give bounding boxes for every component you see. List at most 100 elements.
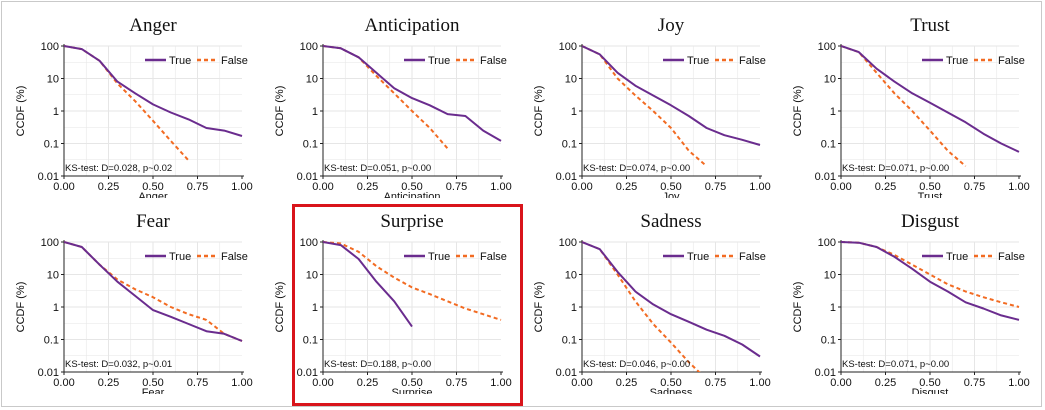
x-tick-label: 0.00 — [312, 181, 333, 193]
y-tick-label: 0.1 — [562, 139, 577, 151]
x-tick-label: 0.50 — [660, 377, 681, 389]
x-tick-label: 0.00 — [53, 377, 74, 389]
x-tick-label: 0.75 — [187, 377, 208, 389]
x-tick-label: 1.00 — [749, 181, 770, 193]
y-axis-label: CCDF (%) — [792, 282, 804, 333]
y-tick-label: 0.1 — [821, 139, 836, 151]
y-tick-label: 1 — [830, 106, 836, 118]
x-tick-label: 0.75 — [705, 181, 726, 193]
y-tick-label: 100 — [41, 41, 59, 53]
x-tick-label: 1.00 — [1008, 181, 1029, 193]
x-tick-label: 0.50 — [401, 181, 422, 193]
chart-panel: Fear 0.00 0.25 0.50 0.75 1.00 0.01 0.1 1 10 100 Fea… — [15, 211, 253, 394]
x-tick-label: 0.25 — [98, 377, 119, 389]
x-axis-label: Joy — [662, 191, 680, 198]
legend-true-label: True — [428, 251, 450, 263]
x-tick-label: 1.00 — [1008, 377, 1029, 389]
y-tick-label: 1 — [53, 302, 59, 314]
legend-true-label: True — [946, 251, 968, 263]
y-tick-label: 0.1 — [821, 335, 836, 347]
y-tick-label: 100 — [818, 237, 836, 249]
legend-false-label: False — [480, 251, 507, 263]
y-tick-label: 100 — [559, 237, 577, 249]
series-true-line — [64, 241, 243, 342]
chart-panel: Trust 0.00 0.25 0.50 0.75 1.00 0.01 0.1 1 10 100 Tr… — [792, 15, 1030, 198]
y-tick-label: 10 — [824, 74, 836, 86]
y-tick-label: 0.01 — [297, 171, 318, 183]
y-tick-label: 0.1 — [303, 139, 318, 151]
chart-panel: Surprise 0.00 0.25 0.50 0.75 1.00 0.01 0.1 1 10 10… — [274, 211, 512, 394]
y-tick-label: 0.01 — [297, 367, 318, 379]
legend-true-label: True — [946, 55, 968, 67]
y-tick-label: 1 — [830, 302, 836, 314]
x-tick-label: 0.75 — [187, 181, 208, 193]
y-tick-label: 10 — [47, 74, 59, 86]
legend-true-label: True — [169, 251, 191, 263]
legend-false-label: False — [221, 251, 248, 263]
y-tick-label: 10 — [306, 74, 318, 86]
chart-title: Anticipation — [365, 15, 460, 36]
x-axis-label: Sadness — [650, 387, 693, 394]
ks-test-annotation: KS-test: D=0.071, p~0.00 — [842, 163, 949, 174]
y-tick-label: 10 — [306, 270, 318, 282]
chart-panel: Sadness 0.00 0.25 0.50 0.75 1.00 0.01 0.1 1 10 100… — [533, 211, 771, 394]
x-tick-label: 0.75 — [446, 181, 467, 193]
x-axis-label: Disgust — [912, 387, 949, 394]
chart-title: Fear — [136, 211, 170, 232]
x-tick-label: 1.00 — [231, 181, 252, 193]
y-tick-label: 0.1 — [303, 335, 318, 347]
legend-false-label: False — [998, 251, 1025, 263]
x-tick-label: 0.50 — [919, 377, 940, 389]
x-tick-label: 0.75 — [705, 377, 726, 389]
x-tick-label: 0.25 — [875, 377, 896, 389]
series-false-line — [323, 241, 502, 321]
y-tick-label: 10 — [565, 74, 577, 86]
legend-false-label: False — [480, 55, 507, 67]
y-axis-label: CCDF (%) — [533, 86, 545, 137]
y-tick-label: 100 — [300, 237, 318, 249]
x-tick-label: 0.25 — [357, 377, 378, 389]
x-tick-label: 1.00 — [749, 377, 770, 389]
chart-panel: Disgust 0.00 0.25 0.50 0.75 1.00 0.01 0.1 1 10 100… — [792, 211, 1030, 394]
x-tick-label: 0.25 — [98, 181, 119, 193]
y-tick-label: 100 — [41, 237, 59, 249]
y-tick-label: 0.01 — [815, 171, 836, 183]
y-axis-label: CCDF (%) — [274, 86, 286, 137]
y-tick-label: 1 — [312, 302, 318, 314]
ks-test-annotation: KS-test: D=0.074, p~0.00 — [583, 163, 690, 174]
ks-test-annotation: KS-test: D=0.071, p~0.00 — [842, 359, 949, 370]
x-tick-label: 0.75 — [964, 377, 985, 389]
y-axis-label: CCDF (%) — [15, 282, 27, 333]
legend-false-label: False — [998, 55, 1025, 67]
x-tick-label: 0.00 — [53, 181, 74, 193]
legend-true-label: True — [687, 55, 709, 67]
y-tick-label: 10 — [824, 270, 836, 282]
y-axis-label: CCDF (%) — [274, 282, 286, 333]
y-tick-label: 100 — [300, 41, 318, 53]
x-tick-label: 0.00 — [312, 377, 333, 389]
x-axis-label: Fear — [142, 387, 165, 394]
y-tick-label: 1 — [312, 106, 318, 118]
x-axis-label: Anger — [138, 191, 168, 198]
legend-true-label: True — [428, 55, 450, 67]
x-tick-label: 1.00 — [490, 377, 511, 389]
y-tick-label: 0.01 — [556, 171, 577, 183]
x-axis-label: Surprise — [392, 387, 433, 394]
x-tick-label: 1.00 — [490, 181, 511, 193]
y-tick-label: 10 — [47, 270, 59, 282]
x-tick-label: 0.25 — [875, 181, 896, 193]
chart-panel: Anticipation 0.00 0.25 0.50 0.75 1.00 0.01 0.1 1… — [274, 15, 512, 198]
x-tick-label: 0.25 — [357, 181, 378, 193]
x-tick-label: 0.25 — [616, 377, 637, 389]
series-true-line — [64, 45, 243, 137]
chart-panel: Anger 0.00 0.25 0.50 0.75 1.00 0.01 0.1 1 10 100 An… — [15, 15, 253, 198]
legend-false-label: False — [221, 55, 248, 67]
x-tick-label: 0.50 — [660, 181, 681, 193]
y-tick-label: 0.01 — [556, 367, 577, 379]
x-tick-label: 0.00 — [571, 181, 592, 193]
y-tick-label: 0.1 — [562, 335, 577, 347]
ks-test-annotation: KS-test: D=0.028, p~0.02 — [65, 163, 172, 174]
chart-panel: Joy 0.00 0.25 0.50 0.75 1.00 0.01 0.1 1 10 100 Joy C… — [533, 15, 771, 198]
x-tick-label: 0.75 — [446, 377, 467, 389]
